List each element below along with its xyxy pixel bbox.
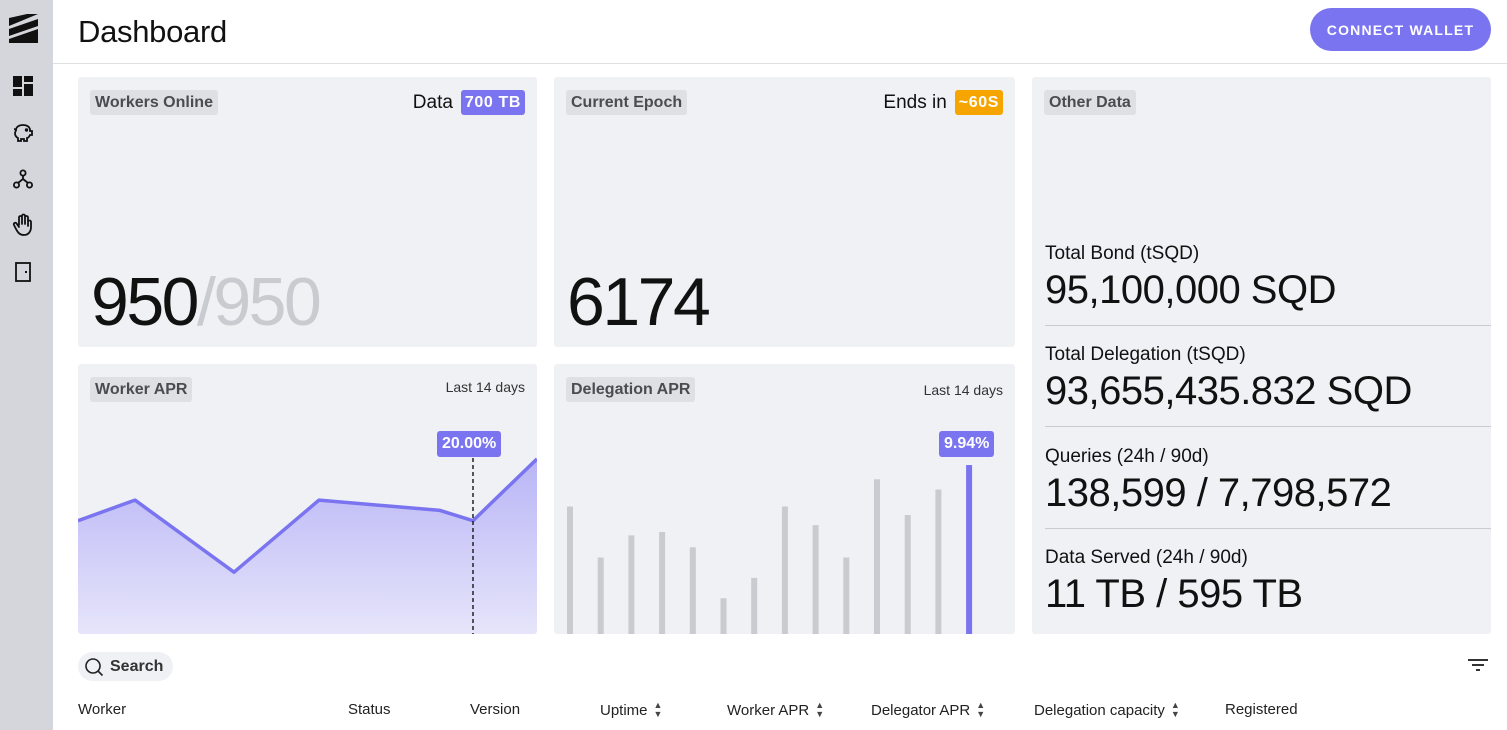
dashboard-icon[interactable]	[11, 74, 35, 98]
delegation-apr-bar[interactable]	[659, 532, 666, 634]
worker-apr-current-tag: 20.00%	[437, 431, 502, 457]
delegation-apr-period: Last 14 days	[923, 382, 1003, 398]
hand-icon[interactable]	[11, 213, 35, 237]
worker-apr-card: Worker APR Last 14 days 20.00%	[78, 364, 537, 634]
delegation-apr-current-tag: 9.94%	[939, 431, 995, 457]
column-label: Delegator APR	[871, 701, 971, 719]
delegation-apr-card: Delegation APR Last 14 days 9.94%	[554, 364, 1015, 634]
stat-value: 11 TB / 595 TB	[1045, 572, 1303, 616]
stat-value: 93,655,435.832 SQD	[1045, 369, 1412, 413]
delegation-apr-bar[interactable]	[597, 557, 604, 635]
column-header-worker-apr[interactable]: Worker APR ▲ ▼	[727, 701, 824, 719]
delegation-apr-bar[interactable]	[628, 535, 635, 634]
stat-value: 95,100,000 SQD	[1045, 268, 1337, 312]
column-header-version[interactable]: Version	[470, 701, 520, 718]
stat-label: Total Bond (tSQD)	[1045, 243, 1200, 264]
search-button[interactable]: Search	[78, 652, 174, 681]
delegation-apr-bar[interactable]	[781, 506, 788, 635]
column-header-delegator-apr[interactable]: Delegator APR ▲ ▼	[871, 701, 985, 719]
column-label: Delegation capacity	[1034, 701, 1165, 719]
delegation-apr-bar[interactable]	[874, 479, 880, 634]
search-icon	[85, 657, 104, 676]
epoch-ends-indicator: Ends in ~60S	[883, 90, 1003, 115]
epoch-value: 6174	[567, 264, 711, 340]
delegation-apr-bar[interactable]	[966, 465, 973, 634]
column-label: Worker	[78, 701, 127, 718]
divider	[1045, 528, 1491, 529]
column-label: Worker APR	[727, 701, 810, 719]
delegation-apr-bar[interactable]	[935, 489, 942, 635]
door-icon[interactable]	[11, 260, 35, 284]
column-header-delegation-capacity[interactable]: Delegation capacity ▲ ▼	[1034, 701, 1180, 719]
total-bond-stat: Total Bond (tSQD) 95,100,000 SQD	[1045, 243, 1491, 313]
divider	[1045, 426, 1491, 427]
workers-count: 950/950	[91, 263, 322, 341]
page-title: Dashboard	[78, 14, 227, 49]
header: Dashboard CONNECT WALLET	[53, 0, 1507, 64]
worker-apr-area	[78, 458, 537, 634]
other-data-card: Other Data Total Bond (tSQD) 95,100,000 …	[1032, 77, 1491, 634]
worker-apr-line	[78, 457, 537, 574]
search-label: Search	[110, 657, 164, 675]
network-icon[interactable]	[11, 167, 35, 191]
connect-wallet-button[interactable]: CONNECT WALLET	[1310, 8, 1491, 51]
current-epoch-label: Current Epoch	[566, 90, 688, 115]
column-header-status[interactable]: Status	[348, 701, 391, 718]
data-indicator: Data 700 TB	[413, 90, 525, 115]
sort-icon[interactable]: ▲ ▼	[653, 700, 663, 719]
delegation-apr-bar[interactable]	[843, 557, 850, 635]
filter-icon[interactable]	[1467, 656, 1489, 674]
worker-apr-chart	[78, 457, 537, 634]
delegation-apr-bar[interactable]	[904, 515, 911, 634]
delegation-apr-chart	[567, 465, 973, 635]
stat-label: Queries (24h / 90d)	[1045, 446, 1209, 467]
queries-stat: Queries (24h / 90d) 138,599 / 7,798,572	[1045, 446, 1491, 516]
piggy-bank-icon[interactable]	[11, 120, 35, 144]
data-label: Data	[412, 91, 453, 113]
delegation-apr-bar[interactable]	[812, 525, 819, 634]
ends-in-label: Ends in	[883, 91, 947, 113]
divider	[1045, 325, 1491, 326]
delegation-apr-bar[interactable]	[751, 577, 758, 634]
column-label: Registered	[1225, 701, 1298, 718]
stat-label: Total Delegation (tSQD)	[1045, 344, 1246, 365]
worker-apr-label: Worker APR	[90, 377, 193, 402]
delegation-apr-label: Delegation APR	[566, 377, 696, 402]
sort-icon[interactable]: ▲ ▼	[815, 700, 825, 719]
ends-in-badge: ~60S	[954, 90, 1003, 115]
column-label: Version	[470, 701, 521, 718]
worker-apr-period: Last 14 days	[445, 379, 525, 395]
workers-online-value: 950	[91, 264, 199, 340]
sort-icon[interactable]: ▲ ▼	[1170, 700, 1180, 719]
column-label: Status	[348, 701, 391, 718]
stat-label: Data Served (24h / 90d)	[1045, 547, 1248, 568]
workers-online-card: Workers Online Data 700 TB 950/950	[78, 77, 537, 347]
workers-total-value: /950	[196, 264, 322, 340]
data-badge: 700 TB	[460, 90, 525, 115]
column-header-worker[interactable]: Worker	[78, 701, 126, 718]
sidebar	[0, 0, 53, 730]
stat-value: 138,599 / 7,798,572	[1045, 471, 1392, 515]
current-epoch-card: Current Epoch Ends in ~60S 6174	[554, 77, 1015, 347]
data-served-stat: Data Served (24h / 90d) 11 TB / 595 TB	[1045, 547, 1491, 617]
column-header-registered[interactable]: Registered	[1225, 701, 1298, 718]
delegation-apr-bar[interactable]	[689, 547, 696, 634]
column-label: Uptime	[600, 701, 648, 719]
sort-icon[interactable]: ▲ ▼	[976, 700, 986, 719]
logo-icon[interactable]	[9, 14, 38, 43]
total-delegation-stat: Total Delegation (tSQD) 93,655,435.832 S…	[1045, 344, 1491, 414]
other-data-label: Other Data	[1044, 90, 1136, 115]
column-header-uptime[interactable]: Uptime ▲ ▼	[600, 701, 662, 719]
delegation-apr-bar[interactable]	[567, 506, 573, 635]
delegation-apr-bar[interactable]	[720, 598, 727, 634]
workers-online-label: Workers Online	[90, 90, 218, 115]
